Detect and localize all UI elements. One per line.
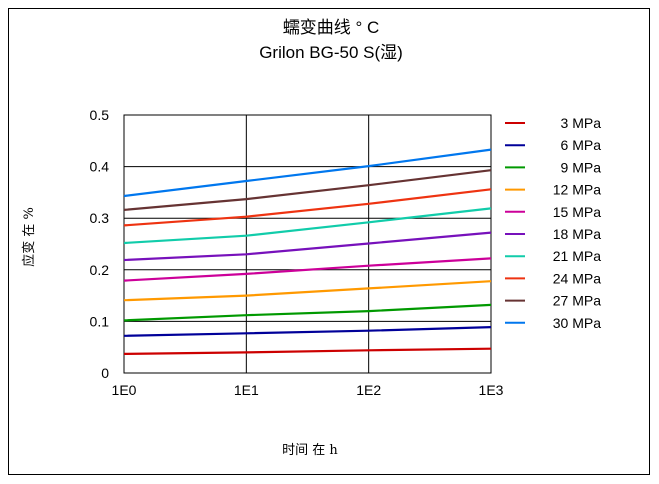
legend-label: 18 MPa	[553, 226, 601, 242]
series-line-6mpa	[123, 326, 492, 337]
series-line-18mpa	[123, 231, 492, 262]
series-line-30mpa	[123, 148, 492, 198]
series-line-21mpa	[123, 207, 492, 245]
legend-label: 15 MPa	[553, 204, 601, 220]
legend-label: 3 MPa	[561, 115, 602, 131]
series-line-15mpa	[123, 257, 492, 282]
y-tick-label: 0.1	[90, 313, 110, 329]
legend-label: 30 MPa	[553, 315, 601, 331]
x-tick-label: 1E2	[356, 382, 381, 398]
y-tick-label: 0	[101, 365, 109, 381]
legend-label: 9 MPa	[561, 159, 602, 175]
plot-area-border	[123, 114, 492, 374]
y-tick-label: 0.5	[90, 107, 110, 123]
series-line-9mpa	[123, 303, 492, 322]
x-axis-label: 时间 在 h	[282, 443, 338, 458]
legend-label: 21 MPa	[553, 248, 601, 264]
creep-chart: 蠕变曲线 ° C Grilon BG-50 S(湿) 0 0.1 0.2 0.3 0.4…	[21, 18, 601, 458]
series-line-27mpa	[123, 169, 492, 211]
data-lines	[123, 148, 492, 355]
chart-subtitle: Grilon BG-50 S(湿)	[259, 43, 403, 62]
legend-label: 24 MPa	[553, 270, 601, 286]
series-line-24mpa	[123, 188, 492, 227]
x-tick-label: 1E0	[112, 382, 137, 398]
x-axis-ticks: 1E0 1E1 1E2 1E3	[112, 382, 504, 398]
chart-frame: 蠕变曲线 ° C Grilon BG-50 S(湿) 0 0.1 0.2 0.3 0.4…	[8, 8, 650, 475]
series-line-3mpa	[123, 347, 492, 355]
legend-label: 6 MPa	[561, 137, 602, 153]
legend-label: 27 MPa	[553, 293, 601, 309]
legend: 3 MPa 6 MPa 9 MPa 12 MPa 15 MPa 18 MPa 21 MPa 2…	[505, 115, 601, 331]
chart-title: 蠕变曲线 ° C	[283, 18, 380, 37]
legend-label: 12 MPa	[553, 182, 601, 198]
y-axis-ticks: 0 0.1 0.2 0.3 0.4 0.5	[90, 107, 110, 381]
grid	[123, 114, 492, 374]
y-tick-label: 0.4	[90, 159, 110, 175]
y-tick-label: 0.3	[90, 210, 110, 226]
y-tick-label: 0.2	[90, 262, 110, 278]
series-line-12mpa	[123, 280, 492, 302]
x-tick-label: 1E1	[234, 382, 259, 398]
y-axis-label: 应变 在 %	[21, 207, 37, 267]
x-tick-label: 1E3	[479, 382, 504, 398]
